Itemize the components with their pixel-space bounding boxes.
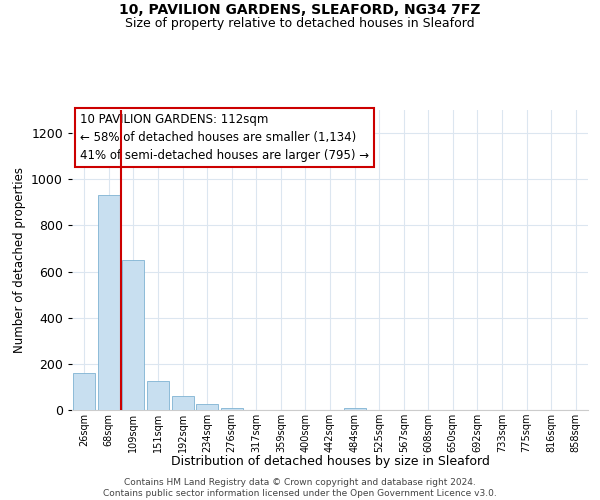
Text: Size of property relative to detached houses in Sleaford: Size of property relative to detached ho… (125, 18, 475, 30)
Bar (147, 381, 169, 410)
Bar (221, 408, 243, 410)
Y-axis label: Number of detached properties: Number of detached properties (13, 167, 26, 353)
Bar (196, 404, 218, 410)
Text: Distribution of detached houses by size in Sleaford: Distribution of detached houses by size … (170, 455, 490, 468)
Text: Contains HM Land Registry data © Crown copyright and database right 2024.
Contai: Contains HM Land Registry data © Crown c… (103, 478, 497, 498)
Text: 10, PAVILION GARDENS, SLEAFORD, NG34 7FZ: 10, PAVILION GARDENS, SLEAFORD, NG34 7FZ (119, 2, 481, 16)
Bar (73, 373, 95, 410)
Bar (122, 260, 145, 410)
Text: 10 PAVILION GARDENS: 112sqm
← 58% of detached houses are smaller (1,134)
41% of : 10 PAVILION GARDENS: 112sqm ← 58% of det… (80, 113, 369, 162)
Bar (172, 396, 194, 410)
Bar (344, 408, 365, 410)
Bar (98, 196, 120, 410)
